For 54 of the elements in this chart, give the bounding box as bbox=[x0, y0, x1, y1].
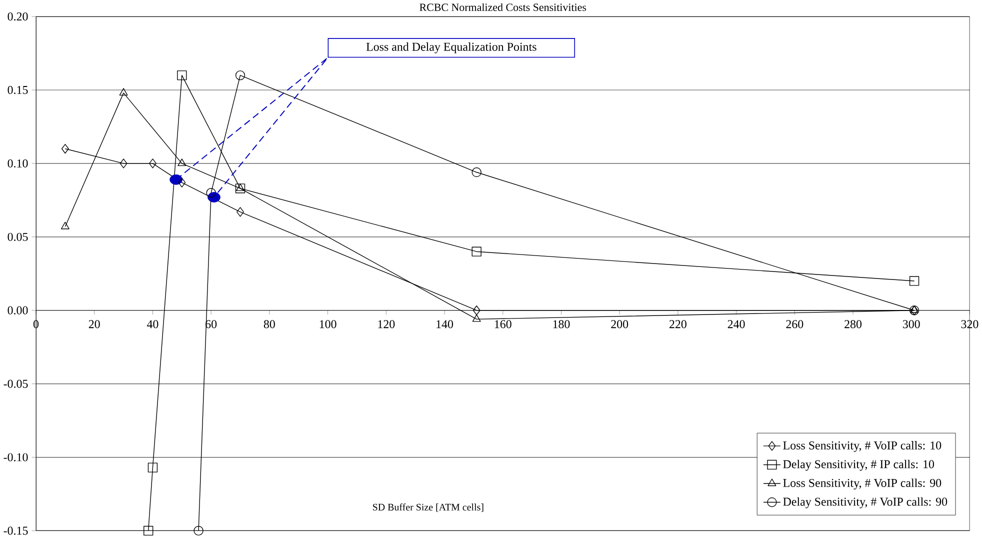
y-tick-label: 0.15 bbox=[8, 86, 28, 94]
y-tick-label: 0.05 bbox=[8, 232, 28, 241]
point bbox=[170, 174, 182, 185]
point bbox=[60, 222, 70, 230]
x-tick-label: 300 bbox=[902, 320, 920, 328]
legend-label: Loss Sensitivity, # VoIP calls: 10 bbox=[783, 441, 942, 452]
x-tick-label: 180 bbox=[553, 320, 570, 328]
x-tick-label: 320 bbox=[961, 320, 978, 328]
point bbox=[206, 188, 216, 198]
point bbox=[120, 158, 128, 168]
y-tick-label: -0.15 bbox=[4, 526, 28, 535]
x-tick-label: 240 bbox=[728, 320, 745, 328]
legend-label: Delay Sensitivity, # IP calls: 10 bbox=[783, 460, 934, 471]
legend-label: Loss Sensitivity, # VoIP calls: 90 bbox=[783, 478, 942, 490]
x-tick-label: 20 bbox=[88, 320, 100, 328]
point bbox=[909, 276, 920, 286]
point bbox=[148, 462, 158, 472]
point bbox=[61, 144, 69, 154]
y-tick-label: 0.20 bbox=[8, 12, 28, 21]
point bbox=[236, 207, 244, 217]
point bbox=[236, 184, 244, 191]
x-tick-label: 80 bbox=[264, 320, 275, 328]
annotation: Loss and Delay Equalization Points bbox=[366, 42, 536, 54]
point bbox=[144, 526, 154, 536]
point bbox=[472, 305, 480, 316]
point bbox=[194, 526, 204, 536]
y-tick-label: 0.10 bbox=[8, 159, 28, 168]
point bbox=[472, 167, 482, 178]
y-tick-label: -0.10 bbox=[4, 453, 28, 462]
y-tick-label: -0.05 bbox=[4, 380, 28, 388]
x-tick-label: 140 bbox=[436, 320, 454, 328]
point bbox=[119, 88, 128, 96]
point bbox=[208, 192, 220, 202]
point bbox=[235, 184, 246, 194]
point bbox=[472, 246, 482, 256]
point bbox=[910, 305, 919, 313]
x-tick-label: 120 bbox=[378, 320, 395, 328]
point bbox=[235, 70, 246, 80]
x-tick-label: 260 bbox=[786, 320, 804, 328]
x-tick-label: 100 bbox=[320, 320, 336, 328]
point bbox=[178, 158, 186, 166]
point bbox=[149, 158, 156, 168]
point bbox=[177, 70, 187, 80]
chart-title: RCBC Normalized Costs Sensitivities bbox=[420, 3, 586, 11]
y-tick-label: 0.00 bbox=[8, 306, 28, 314]
x-tick-label: 200 bbox=[611, 320, 628, 328]
point bbox=[472, 314, 481, 322]
x-tick-label: 220 bbox=[669, 320, 686, 328]
x-tick-label: 280 bbox=[844, 320, 862, 328]
legend-label: Delay Sensitivity, # VoIP calls: 90 bbox=[783, 497, 948, 508]
x-axis-title: SD Buffer Size [ATM cells] bbox=[373, 503, 484, 512]
x-tick-label: 160 bbox=[494, 320, 512, 328]
point bbox=[178, 178, 186, 188]
x-tick-label: 40 bbox=[146, 320, 158, 328]
